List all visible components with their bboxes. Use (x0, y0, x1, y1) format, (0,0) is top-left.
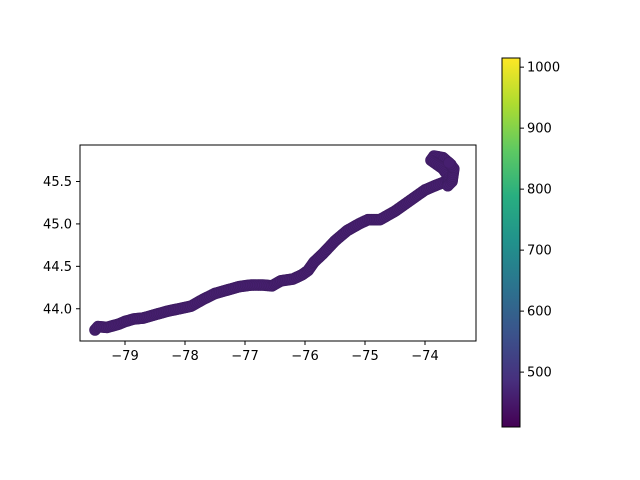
track-point (443, 157, 455, 169)
x-tick-label: −77 (231, 349, 258, 364)
plot-area (80, 145, 476, 341)
colorbar-frame (501, 57, 521, 428)
colorbar-tick-label: 800 (527, 183, 552, 198)
y-axis: 44.0 44.5 45.0 45.5 (43, 175, 80, 317)
plot-axes: −79 −78 −77 −76 −75 −74 44.0 44.5 45.0 45.5 (43, 144, 477, 364)
colorbar-tick-label: 600 (527, 305, 552, 320)
colorbar: 500 600 700 800 900 1000 (501, 57, 560, 428)
x-axis: −79 −78 −77 −76 −75 −74 (111, 341, 439, 364)
x-tick-label: −78 (171, 349, 198, 364)
scatter-track (89, 150, 460, 336)
y-tick-label: 44.5 (43, 260, 72, 275)
colorbar-tick-label: 1000 (527, 61, 560, 76)
x-tick-label: −79 (111, 349, 138, 364)
y-tick-label: 45.5 (43, 175, 72, 190)
y-tick-label: 44.0 (43, 302, 72, 317)
x-tick-label: −75 (351, 349, 378, 364)
colorbar-ticks: 500 600 700 800 900 1000 (520, 61, 560, 381)
x-tick-label: −74 (411, 349, 438, 364)
plot-frame (79, 144, 477, 342)
y-tick-label: 45.0 (43, 217, 72, 232)
colorbar-tick-label: 500 (527, 366, 552, 381)
colorbar-gradient (502, 58, 520, 427)
colorbar-tick-label: 900 (527, 122, 552, 137)
x-tick-label: −76 (291, 349, 318, 364)
colorbar-tick-label: 700 (527, 244, 552, 259)
